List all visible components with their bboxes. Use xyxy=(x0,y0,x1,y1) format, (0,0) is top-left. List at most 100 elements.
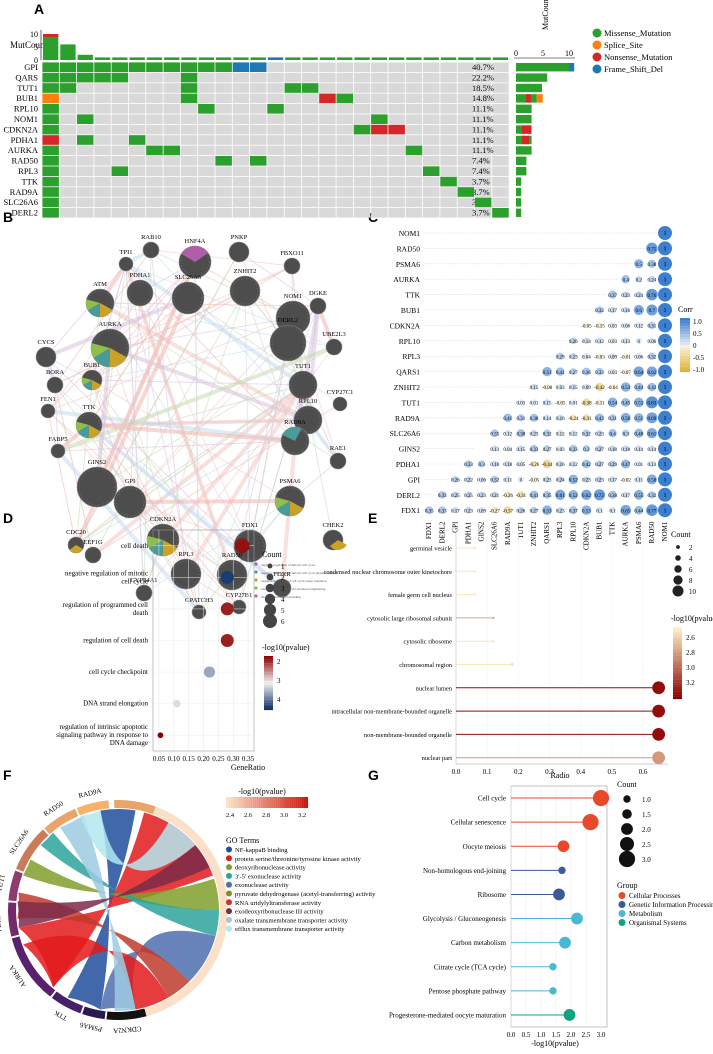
f-scale-swatch xyxy=(303,797,306,808)
oncoplot-cell-empty xyxy=(232,135,250,145)
e-point xyxy=(492,640,495,643)
corr-value: 0.27 xyxy=(595,448,604,453)
g-xtick: 0.0 xyxy=(507,1031,516,1039)
g-term-label: Ribosome xyxy=(478,891,506,899)
network-node-hatch xyxy=(115,487,145,517)
e-color-swatch xyxy=(673,687,682,690)
e-color-swatch xyxy=(673,658,682,661)
oncoplot-gene-percent: 11.1% xyxy=(472,114,494,124)
oncoplot-gene-label: BUB1 xyxy=(16,93,38,103)
e-color-swatch xyxy=(673,643,682,647)
d-color-swatch xyxy=(264,683,273,685)
oncoplot-cell-mutated xyxy=(42,135,59,145)
corr-value: 0.09 xyxy=(608,355,617,360)
oncoplot-cell-empty xyxy=(146,104,163,114)
oncoplot-cell-empty xyxy=(59,124,77,135)
corr-value: 0.05 xyxy=(517,463,526,468)
chord-gene-sector xyxy=(44,808,79,835)
oncoplot-cell-empty xyxy=(250,93,267,104)
network-node-wedge xyxy=(99,303,113,317)
oncoplot-cell-mutated xyxy=(405,145,423,156)
oncoplot-cell-empty xyxy=(336,114,353,124)
oncoplot-cell-empty xyxy=(388,93,405,104)
g-xtick: 3.0 xyxy=(597,1031,606,1039)
f-scale-swatch xyxy=(264,797,268,808)
corr-circle xyxy=(622,476,629,483)
oncoplot-cell-empty xyxy=(232,197,250,208)
oncoplot-cell-empty xyxy=(284,187,302,197)
oncoplot-cell-empty xyxy=(284,114,302,124)
oncoplot-cell-empty xyxy=(405,187,423,197)
corr-value: 0.03 xyxy=(608,325,617,330)
g-group-dot xyxy=(618,910,626,917)
oncoplot-cell-empty xyxy=(267,135,284,145)
oncoplot-cell-empty xyxy=(180,124,198,135)
corr-circle xyxy=(517,414,525,422)
oncoplot-cell-empty xyxy=(319,166,336,176)
e-color-swatch xyxy=(673,677,682,680)
oncoplot-cell-empty xyxy=(180,135,198,145)
corr-circle xyxy=(658,272,672,287)
corr-circle xyxy=(658,503,672,518)
network-node-label: RPL10 xyxy=(299,398,317,405)
network-node-label: TPI1 xyxy=(120,249,133,256)
network-node xyxy=(228,241,250,263)
corr-value: 0.54 xyxy=(608,402,617,407)
oncoplot-cell-mutated xyxy=(42,62,59,72)
oncoplot-cell-empty xyxy=(336,145,353,156)
corr-value: 0.29 xyxy=(608,463,617,468)
oncoplot-cell-empty xyxy=(198,197,215,208)
corr-value: -0.44 xyxy=(542,463,553,468)
corr-circle xyxy=(569,368,577,376)
corr-col-label: QARS1 xyxy=(543,521,551,544)
d-color-tick: 2 xyxy=(277,658,281,666)
corr-col-label: CDKN2A xyxy=(582,522,590,550)
e-count-dot xyxy=(675,555,681,561)
oncoplot-cell-empty xyxy=(94,104,111,114)
network-node xyxy=(283,257,301,275)
oncoplot-sample-bar xyxy=(302,57,318,60)
oncoplot-cell-empty xyxy=(319,176,336,187)
f-scale-swatch xyxy=(275,797,278,808)
d-xlabel: GeneRatio xyxy=(231,763,265,772)
oncoplot-cell-empty xyxy=(163,124,180,135)
oncoplot-cell-empty xyxy=(59,176,77,187)
oncoplot-sample-bar xyxy=(319,57,336,60)
oncoplot-cell-empty xyxy=(474,104,492,114)
network-edge xyxy=(109,317,294,349)
corr-circle xyxy=(543,383,551,391)
network-edge xyxy=(238,251,319,307)
oncoplot-cell-empty xyxy=(405,114,423,124)
oncoplot-cell-empty xyxy=(215,83,232,93)
f-scale-swatch xyxy=(285,797,288,808)
oncoplot-cell-empty xyxy=(440,83,457,93)
corr-value: 0.62 xyxy=(648,371,657,376)
network-node-wedge xyxy=(282,427,302,441)
network-node-hatch xyxy=(78,468,116,506)
network-node-hatch xyxy=(172,560,200,588)
d-color-swatch xyxy=(264,665,273,667)
corr-value: 1 xyxy=(663,276,666,283)
g-count-title: Count xyxy=(617,780,637,789)
oncoplot-gene-count-bar xyxy=(516,73,548,82)
oncoplot-cell-empty xyxy=(405,93,423,104)
corr-circle xyxy=(557,445,564,452)
oncoplot-cell-empty xyxy=(111,114,129,124)
oncoplot-cell-empty xyxy=(319,208,336,218)
corr-circle xyxy=(530,399,538,406)
d-color-swatch xyxy=(264,708,273,711)
g-count-tick: 2.5 xyxy=(642,841,651,849)
oncoplot-cell-empty xyxy=(284,156,302,166)
oncoplot-cell-empty xyxy=(250,208,267,218)
oncoplot-cell-empty xyxy=(94,135,111,145)
corr-value: 0.55 xyxy=(634,402,643,407)
oncoplot-gene-label: TUT1 xyxy=(17,83,38,93)
oncoplot-sample-bar xyxy=(492,57,509,60)
network-node xyxy=(126,279,154,307)
network-edge xyxy=(88,424,240,608)
network-node-label: BORA xyxy=(46,369,64,376)
corr-value: 0.01 xyxy=(634,463,643,468)
corr-value: 0.5 xyxy=(636,263,643,268)
oncoplot-cell-empty xyxy=(146,156,163,166)
oncoplot-cell-mutated xyxy=(198,104,215,114)
